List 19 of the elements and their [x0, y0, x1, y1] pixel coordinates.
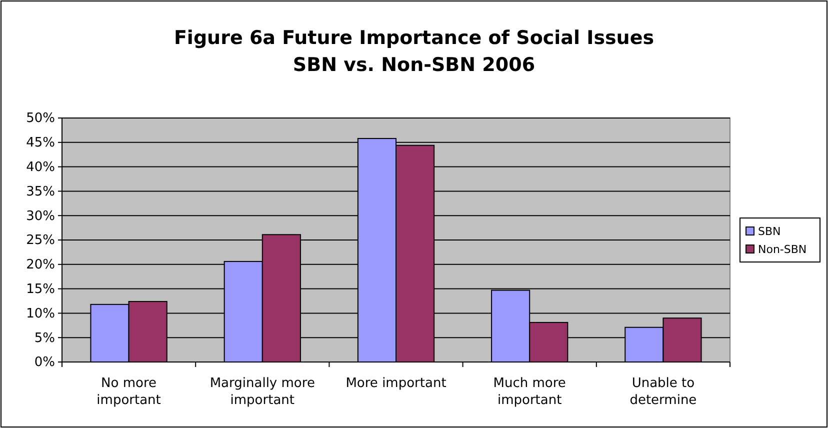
y-tick-label: 20% — [26, 258, 55, 273]
x-tick-label: Much more important — [493, 376, 566, 408]
y-tick-label: 45% — [26, 136, 55, 151]
x-tick-label: Marginally more important — [210, 376, 315, 408]
y-tick-label: 10% — [26, 306, 55, 322]
x-tick-label: More important — [346, 376, 446, 391]
y-tick-label: 50% — [26, 111, 55, 126]
chart-title: Figure 6a Future Importance of Social Issues SBN vs. Non-SBN 2006 — [174, 27, 654, 76]
y-tick-label: 35% — [26, 184, 55, 200]
legend-label: SBN — [758, 225, 781, 238]
y-tick-label: 5% — [34, 330, 55, 346]
y-tick-label: 15% — [26, 282, 55, 297]
x-tick-label: Unable to determine — [630, 376, 697, 408]
y-tick-label: 0% — [34, 355, 55, 370]
legend-label: Non-SBN — [758, 243, 807, 256]
y-tick-label: 30% — [26, 208, 55, 224]
y-tick-label: 25% — [26, 233, 55, 248]
x-tick-label: No more important — [96, 376, 161, 408]
y-tick-label: 40% — [26, 160, 55, 175]
